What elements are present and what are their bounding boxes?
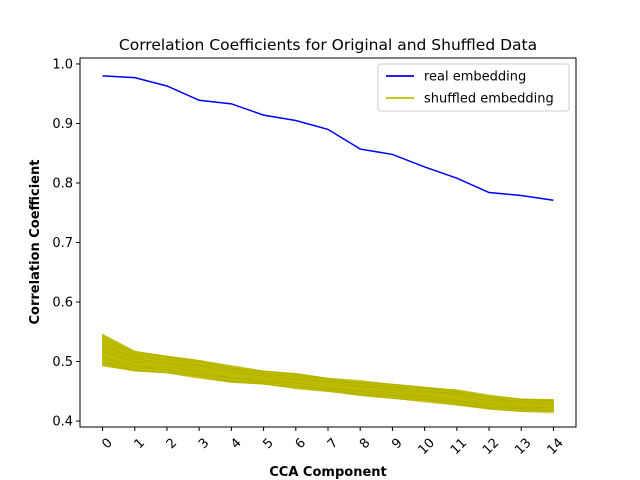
shuffled-embedding-line — [102, 333, 554, 401]
real-embedding-line — [102, 75, 554, 201]
legend-box — [377, 63, 570, 112]
shuffled-embedding-line — [102, 338, 554, 402]
y-tick-label: 0.4 — [52, 415, 73, 430]
shuffled-embedding-line — [102, 362, 554, 412]
shuffled-embedding-line — [102, 354, 554, 407]
y-tick-label: 0.7 — [52, 236, 73, 251]
y-tick-label: 0.8 — [52, 176, 73, 191]
legend-label: shuffled embedding — [424, 92, 554, 107]
chart-title: Correlation Coefficients for Original an… — [119, 36, 537, 54]
y-tick-label: 0.6 — [52, 296, 73, 311]
y-tick-label: 0.5 — [52, 355, 73, 370]
legend: real embedding shuffled embedding — [377, 63, 570, 112]
shuffled-embedding-line — [102, 356, 554, 409]
y-axis-label: Correlation Coefficient — [28, 160, 43, 325]
y-axis: 0.4 0.5 0.6 0.7 0.8 0.9 1.0 — [52, 57, 80, 430]
plot-area — [102, 75, 554, 414]
y-tick-label: 0.9 — [52, 117, 73, 132]
legend-label: real embedding — [424, 70, 526, 85]
shuffled-embedding-line — [102, 365, 554, 414]
y-tick-label: 1.0 — [52, 57, 73, 72]
x-axis-label: CCA Component — [269, 465, 386, 480]
shuffled-embedding-line — [102, 355, 554, 409]
